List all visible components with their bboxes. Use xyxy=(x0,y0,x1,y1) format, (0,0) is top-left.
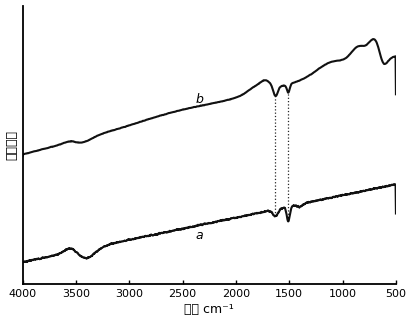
X-axis label: 波数 cm⁻¹: 波数 cm⁻¹ xyxy=(185,303,234,317)
Text: b: b xyxy=(195,93,204,106)
Y-axis label: 透射强度: 透射强度 xyxy=(5,130,19,160)
Text: a: a xyxy=(195,229,203,242)
